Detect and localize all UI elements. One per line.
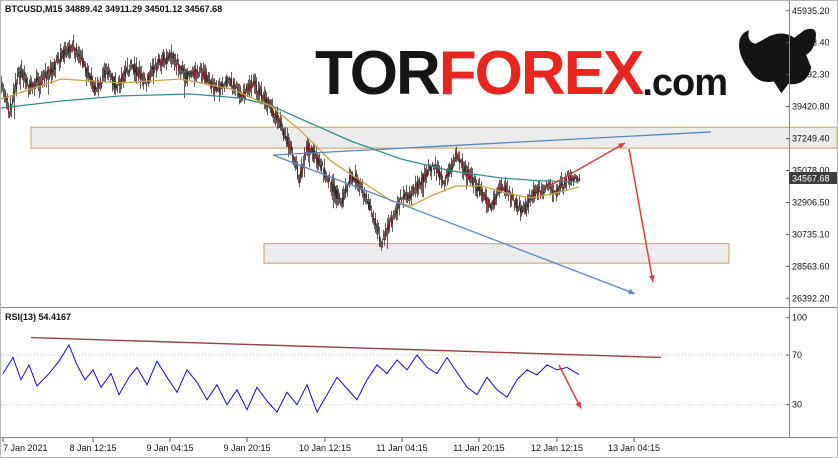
ma-slow-teal [1, 93, 580, 183]
svg-text:28563.60: 28563.60 [792, 261, 830, 271]
support-zone [263, 243, 730, 264]
svg-text:26392.20: 26392.20 [792, 293, 830, 303]
ma-fast-orange [1, 78, 580, 207]
svg-text:70: 70 [792, 350, 802, 360]
logo-text-forex: FOREX [438, 39, 645, 108]
projection-down-arrow [628, 148, 655, 283]
rsi-line [2, 343, 580, 414]
svg-text:100: 100 [792, 313, 807, 323]
svg-text:30: 30 [792, 400, 802, 410]
projection-arrows [545, 142, 655, 283]
svg-text:10 Jan 12:15: 10 Jan 12:15 [299, 443, 351, 453]
svg-text:11 Jan 20:15: 11 Jan 20:15 [453, 443, 504, 453]
svg-text:9 Jan 20:15: 9 Jan 20:15 [223, 443, 270, 453]
support-resistance-zones [30, 126, 837, 264]
svg-text:13 Jan 04:15: 13 Jan 04:15 [608, 443, 660, 453]
trendlines [272, 131, 712, 295]
price-axis: 45935.20 43763.40 41592.30 39420.80 37249.40… [786, 6, 830, 303]
svg-text:12 Jan 12:15: 12 Jan 12:15 [531, 443, 583, 453]
svg-text:11 Jan 04:15: 11 Jan 04:15 [376, 443, 427, 453]
svg-text:41592.30: 41592.30 [792, 70, 830, 80]
svg-text:30735.10: 30735.10 [792, 229, 830, 239]
svg-text:43763.40: 43763.40 [792, 38, 830, 48]
logo-text-tor: TOR [315, 39, 441, 108]
axes [1, 1, 837, 438]
rsi-resistance-line [30, 336, 662, 359]
candlestick-series [1, 34, 581, 251]
projection-up-arrow [545, 142, 626, 189]
symbol-info-line: BTCUSD,M15 34889.42 34911.29 34501.12 34… [5, 4, 223, 14]
svg-text:37249.40: 37249.40 [792, 134, 830, 144]
svg-text:39420.80: 39420.80 [792, 102, 830, 112]
resistance-zone [30, 126, 837, 149]
svg-text:7 Jan 2021: 7 Jan 2021 [3, 443, 48, 453]
current-price-marker: 34567.68 [789, 172, 837, 185]
svg-text:32906.50: 32906.50 [792, 197, 830, 207]
lower-channel-line [272, 154, 636, 295]
bull-bear-logo-icon [739, 28, 817, 94]
moving-averages [1, 78, 580, 207]
svg-text:35078.00: 35078.00 [792, 166, 830, 176]
rsi-panel: 100 70 30 [1, 313, 807, 414]
svg-text:34567.68: 34567.68 [792, 174, 830, 184]
svg-text:45935.20: 45935.20 [792, 6, 830, 16]
time-axis: 7 Jan 2021 8 Jan 12:15 9 Jan 04:15 9 Jan 20… [2, 437, 660, 453]
svg-text:9 Jan 04:15: 9 Jan 04:15 [146, 443, 193, 453]
watermark-logo: TOR FOREX .com [315, 25, 821, 105]
upper-channel-line [272, 131, 712, 156]
rsi-down-arrow [558, 364, 582, 409]
rsi-indicator-label: RSI(13) 54.4167 [5, 312, 72, 322]
logo-text-com: .com [642, 62, 728, 104]
svg-text:8 Jan 12:15: 8 Jan 12:15 [69, 443, 116, 453]
